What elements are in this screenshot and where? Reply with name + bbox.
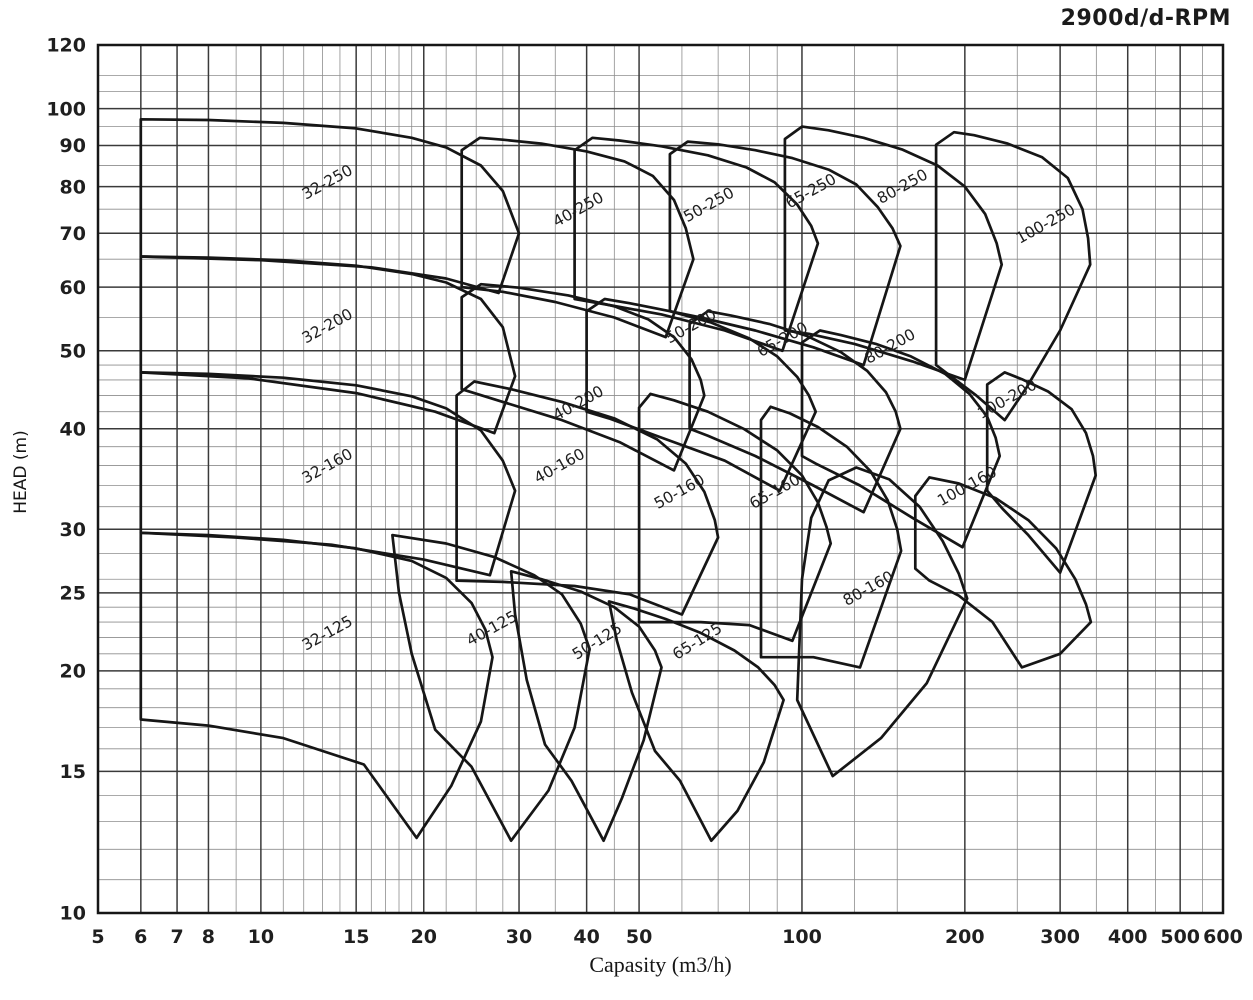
x-tick-label-600: 600 (1203, 926, 1243, 948)
pump-region-32-125 (139, 531, 494, 840)
x-tick-label-15: 15 (343, 926, 369, 948)
y-tick-label-80: 80 (60, 176, 86, 198)
pump-region-40-160 (455, 380, 720, 616)
x-tick-label-6: 6 (134, 926, 147, 948)
y-tick-label-10: 10 (60, 903, 86, 925)
pump-region-65-200 (688, 309, 902, 514)
region-label-50-250: 50-250 (681, 184, 738, 226)
region-label-40-160: 40-160 (531, 445, 588, 487)
x-tick-label-5: 5 (91, 926, 104, 948)
pump-region-100-250 (934, 130, 1092, 422)
pump-region-40-250 (460, 136, 695, 339)
x-tick-label-50: 50 (626, 926, 652, 948)
pump-region-65-160 (759, 405, 903, 669)
x-tick-label-500: 500 (1160, 926, 1200, 948)
x-tick-label-10: 10 (248, 926, 274, 948)
region-label-100-160: 100-160 (934, 463, 999, 510)
y-tick-label-60: 60 (60, 277, 86, 299)
chart-title: 2900d/d-RPM (1060, 6, 1231, 31)
region-label-32-200: 32-200 (299, 305, 356, 347)
y-tick-label-40: 40 (60, 418, 86, 440)
pump-region-50-125 (509, 569, 663, 843)
x-tick-label-8: 8 (202, 926, 215, 948)
region-label-100-250: 100-250 (1013, 200, 1078, 247)
y-tick-label-90: 90 (60, 135, 86, 157)
y-tick-label-15: 15 (60, 761, 86, 783)
y-tick-label-120: 120 (46, 35, 86, 57)
x-tick-label-20: 20 (411, 926, 437, 948)
x-tick-label-30: 30 (506, 926, 532, 948)
pump-region-50-160 (637, 392, 833, 643)
y-axis-title: HEAD (m) (11, 430, 31, 514)
pump-region-65-125 (607, 600, 785, 843)
pump-region-32-200 (139, 255, 517, 435)
x-tick-label-7: 7 (170, 926, 183, 948)
pump-region-40-125 (391, 533, 591, 843)
y-tick-label-50: 50 (60, 340, 86, 362)
y-tick-label-100: 100 (46, 98, 86, 120)
x-tick-label-40: 40 (573, 926, 599, 948)
plot-border (96, 43, 1225, 915)
pump-region-100-160 (913, 476, 1093, 669)
pump-region-80-160 (795, 466, 969, 778)
pump-region-80-250 (783, 125, 1004, 382)
region-label-65-250: 65-250 (783, 170, 840, 212)
pump-region-50-200 (585, 297, 818, 493)
y-tick-label-25: 25 (60, 583, 86, 605)
x-tick-label-400: 400 (1108, 926, 1148, 948)
y-tick-label-30: 30 (60, 519, 86, 541)
x-tick-label-100: 100 (782, 926, 822, 948)
pump-region-100-200 (985, 371, 1098, 574)
x-tick-label-300: 300 (1040, 926, 1080, 948)
x-tick-label-200: 200 (945, 926, 985, 948)
x-axis-title: Capasity (m3/h) (589, 952, 732, 977)
pump-region-80-200 (800, 329, 1002, 549)
region-label-32-250: 32-250 (299, 161, 356, 203)
region-label-32-160: 32-160 (299, 445, 356, 487)
region-label-40-200: 40-200 (550, 382, 607, 424)
pump-region-65-250 (668, 140, 902, 367)
region-label-40-125: 40-125 (464, 607, 521, 649)
pump-region-40-200 (460, 282, 706, 472)
region-label-32-125: 32-125 (299, 612, 356, 654)
y-tick-label-20: 20 (60, 661, 86, 683)
y-tick-label-70: 70 (60, 223, 86, 245)
